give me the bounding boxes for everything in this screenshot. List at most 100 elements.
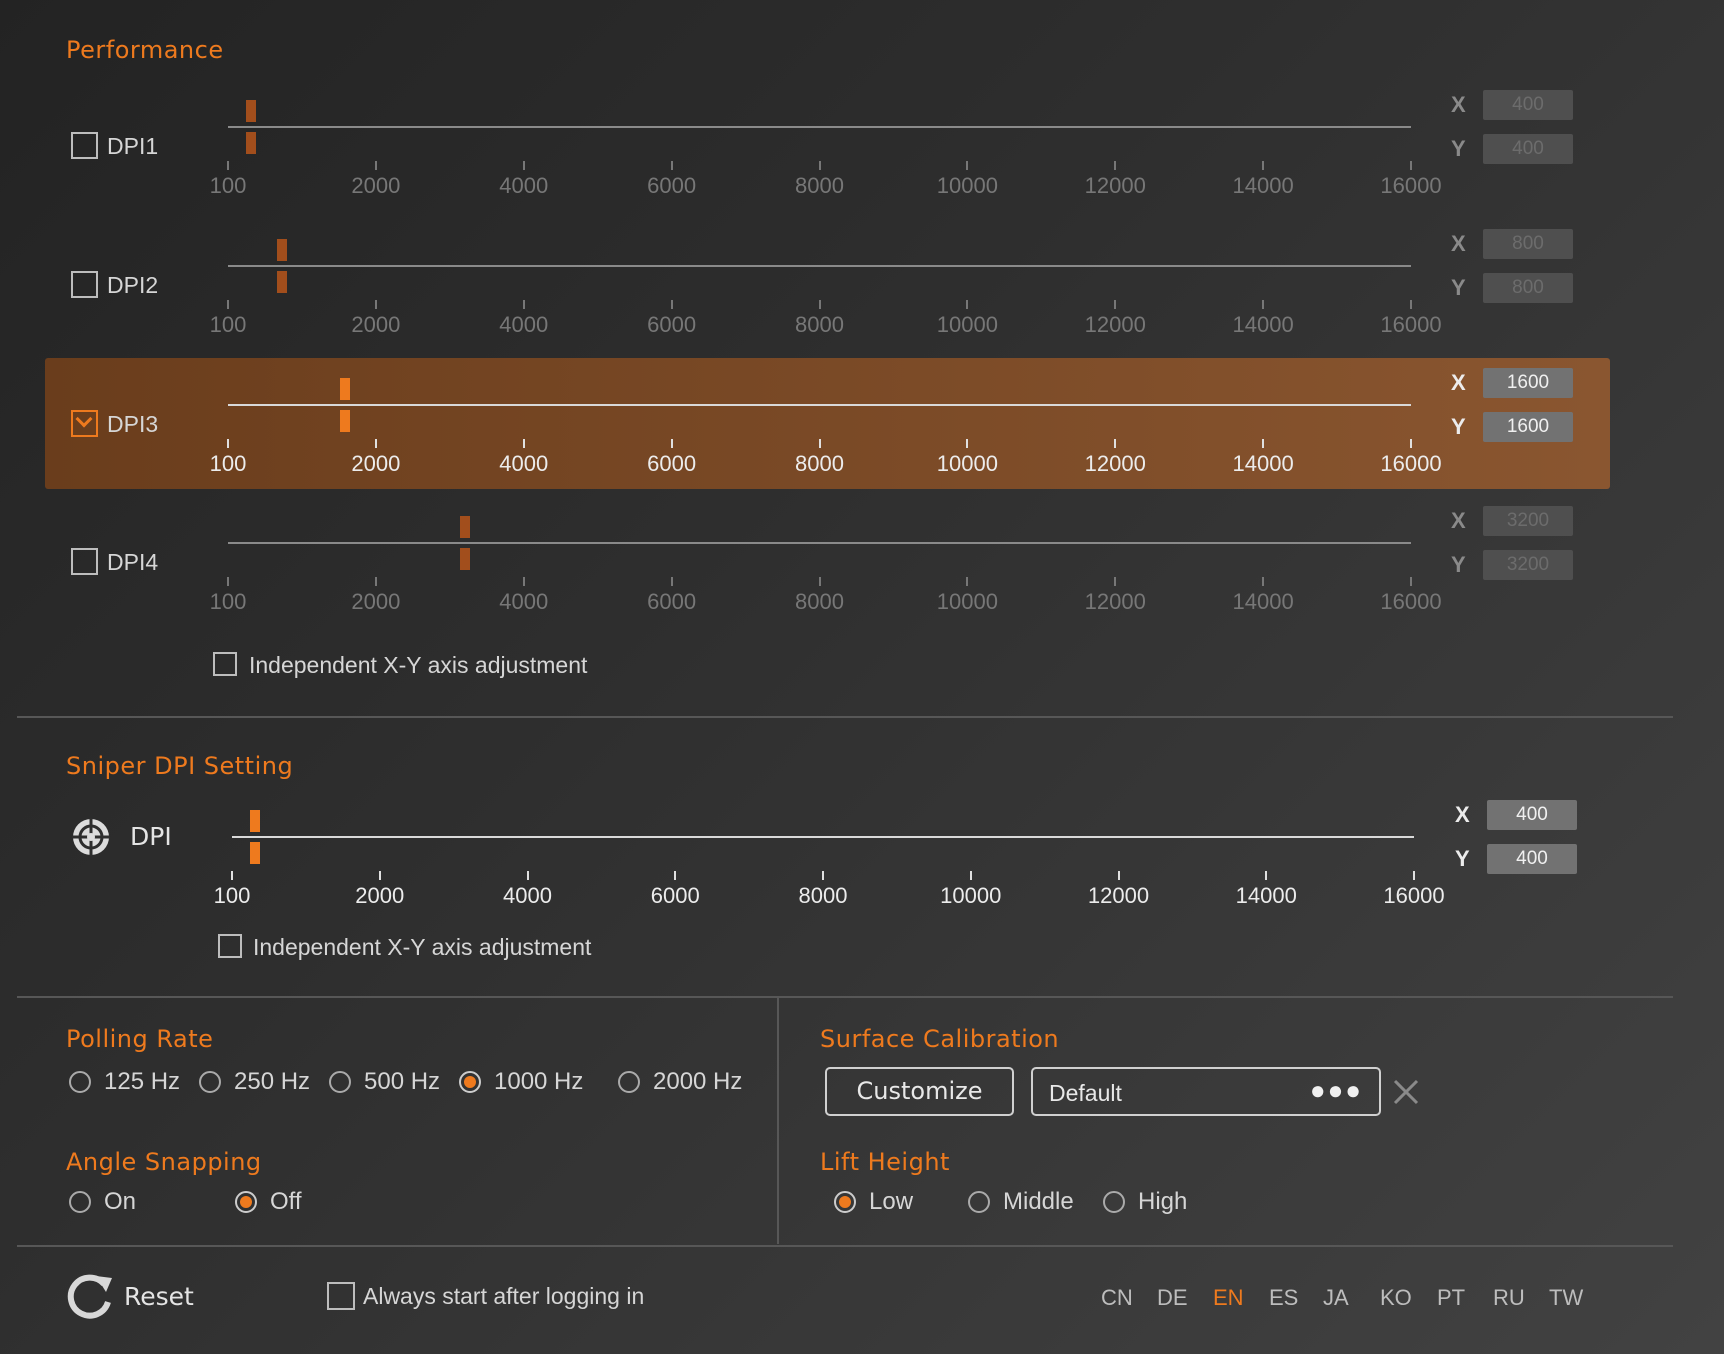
dpi2-y-value-field[interactable]: 800 xyxy=(1483,273,1573,303)
sniper-y-value-field[interactable]: 400 xyxy=(1487,844,1577,874)
sniper-dpi-label: DPI xyxy=(130,822,172,851)
polling-radio[interactable] xyxy=(618,1071,640,1093)
dpi4-checkbox[interactable] xyxy=(71,548,98,575)
dpi2-x-value-field[interactable]: 800 xyxy=(1483,229,1573,259)
dpi2-y-axis-label: Y xyxy=(1451,275,1466,300)
dpi4-thumb-y[interactable] xyxy=(459,548,470,570)
dpi3-x-value-field[interactable]: 1600 xyxy=(1483,368,1573,398)
reset-icon[interactable] xyxy=(64,1272,116,1320)
dpi3-tick xyxy=(818,439,821,448)
surface-title: Surface Calibration xyxy=(820,1025,1060,1053)
dpi2-tick xyxy=(966,300,969,309)
dpi2-tick-label: 2000 xyxy=(351,312,401,337)
dpi4-tick-label: 2000 xyxy=(351,589,401,614)
dpi2-tick xyxy=(227,300,229,309)
calibration-profile-select[interactable]: Default ●●● xyxy=(1031,1067,1381,1116)
language-ja[interactable]: JA xyxy=(1323,1285,1349,1310)
sniper-thumb-x[interactable] xyxy=(250,810,261,832)
dpi3-tick xyxy=(522,439,525,448)
dpi1-tick-label: 16000 xyxy=(1380,173,1442,198)
polling-radio[interactable] xyxy=(69,1071,91,1093)
dpi1-thumb-x[interactable] xyxy=(246,100,257,122)
language-ru[interactable]: RU xyxy=(1493,1285,1525,1310)
lift-option-label: High xyxy=(1138,1188,1188,1215)
angle-title: Angle Snapping xyxy=(66,1148,262,1176)
language-pt[interactable]: PT xyxy=(1437,1285,1466,1310)
column-divider xyxy=(777,998,779,1244)
dpi4-y-value-field[interactable]: 3200 xyxy=(1483,550,1573,580)
language-ko[interactable]: KO xyxy=(1380,1285,1412,1310)
language-es[interactable]: ES xyxy=(1269,1285,1299,1310)
reset-label[interactable]: Reset xyxy=(124,1282,194,1311)
dpi1-tick xyxy=(374,161,377,170)
polling-radio[interactable] xyxy=(199,1071,221,1093)
dpi1-tick-label: 10000 xyxy=(936,173,998,198)
language-en[interactable]: EN xyxy=(1213,1285,1244,1310)
dpi3-tick xyxy=(670,439,673,448)
dpi2-tick-label: 12000 xyxy=(1084,312,1146,337)
lift-radio[interactable] xyxy=(834,1191,856,1213)
dpi3-track[interactable] xyxy=(228,404,1411,406)
autostart-checkbox[interactable] xyxy=(327,1282,355,1310)
autostart-label: Always start after logging in xyxy=(363,1283,645,1309)
sniper-tick xyxy=(231,871,233,880)
dpi4-track[interactable] xyxy=(228,542,1411,544)
sniper-independent-checkbox[interactable] xyxy=(218,934,242,958)
angle-radio[interactable] xyxy=(235,1191,257,1213)
language-de[interactable]: DE xyxy=(1157,1285,1188,1310)
polling-option-label: 125 Hz xyxy=(104,1068,181,1095)
dpi1-track[interactable] xyxy=(228,126,1411,128)
sniper-x-value-field[interactable]: 400 xyxy=(1487,800,1577,830)
language-tw[interactable]: TW xyxy=(1549,1285,1584,1310)
dpi2-tick xyxy=(1262,300,1265,309)
dpi4-thumb-x[interactable] xyxy=(459,516,470,538)
dpi3-y-value-field[interactable]: 1600 xyxy=(1483,412,1573,442)
dpi3-checkbox[interactable] xyxy=(71,410,98,437)
lift-radio[interactable] xyxy=(968,1191,990,1213)
language-cn[interactable]: CN xyxy=(1101,1285,1133,1310)
customize-button[interactable]: Customize xyxy=(825,1067,1014,1116)
polling-option-label: 250 Hz xyxy=(234,1068,311,1095)
dpi3-thumb-y[interactable] xyxy=(339,410,350,432)
dpi3-tick xyxy=(1114,439,1117,448)
dpi2-checkbox[interactable] xyxy=(71,271,98,298)
close-icon[interactable] xyxy=(1392,1078,1420,1106)
polling-radio[interactable] xyxy=(459,1071,481,1093)
lift-radio[interactable] xyxy=(1103,1191,1125,1213)
sniper-track[interactable] xyxy=(232,836,1414,838)
dpi3-tick xyxy=(374,439,377,448)
dpi4-tick xyxy=(966,577,969,586)
dpi1-tick-label: 100 xyxy=(209,173,247,198)
sniper-tick xyxy=(526,871,529,880)
sniper-tick xyxy=(822,871,824,880)
sniper-tick-label: 14000 xyxy=(1235,883,1297,908)
dpi4-tick xyxy=(818,577,821,586)
sniper-tick-label: 100 xyxy=(213,883,251,908)
dpi3-tick-label: 10000 xyxy=(936,451,998,476)
independent-axis-checkbox[interactable] xyxy=(213,652,237,676)
sniper-thumb-y[interactable] xyxy=(250,842,261,864)
dpi3-thumb-x[interactable] xyxy=(339,378,350,400)
dpi3-tick xyxy=(966,439,969,448)
dpi2-thumb-y[interactable] xyxy=(277,271,288,293)
dpi4-x-value-field[interactable]: 3200 xyxy=(1483,506,1573,536)
dpi4-tick xyxy=(522,577,525,586)
sniper-tick-label: 12000 xyxy=(1087,883,1150,908)
sniper-title: Sniper DPI Setting xyxy=(66,752,294,780)
dpi1-x-value-field[interactable]: 400 xyxy=(1483,90,1573,120)
lift-title: Lift Height xyxy=(820,1148,950,1176)
dpi3-tick-label: 8000 xyxy=(795,451,844,476)
dpi1-y-value-field[interactable]: 400 xyxy=(1483,134,1573,164)
dpi2-thumb-x[interactable] xyxy=(277,239,288,261)
polling-radio[interactable] xyxy=(329,1071,351,1093)
dpi3-tick-label: 12000 xyxy=(1084,451,1146,476)
dpi1-checkbox[interactable] xyxy=(71,132,98,159)
angle-option-label: Off xyxy=(270,1188,302,1215)
more-options-icon[interactable]: ●●● xyxy=(1309,1075,1363,1105)
dpi2-tick-label: 14000 xyxy=(1232,312,1294,337)
angle-radio[interactable] xyxy=(69,1191,91,1213)
dpi3-tick-label: 100 xyxy=(209,451,247,476)
dpi1-thumb-y[interactable] xyxy=(246,132,257,154)
polling-option-label: 2000 Hz xyxy=(653,1068,743,1095)
dpi2-track[interactable] xyxy=(228,265,1411,267)
